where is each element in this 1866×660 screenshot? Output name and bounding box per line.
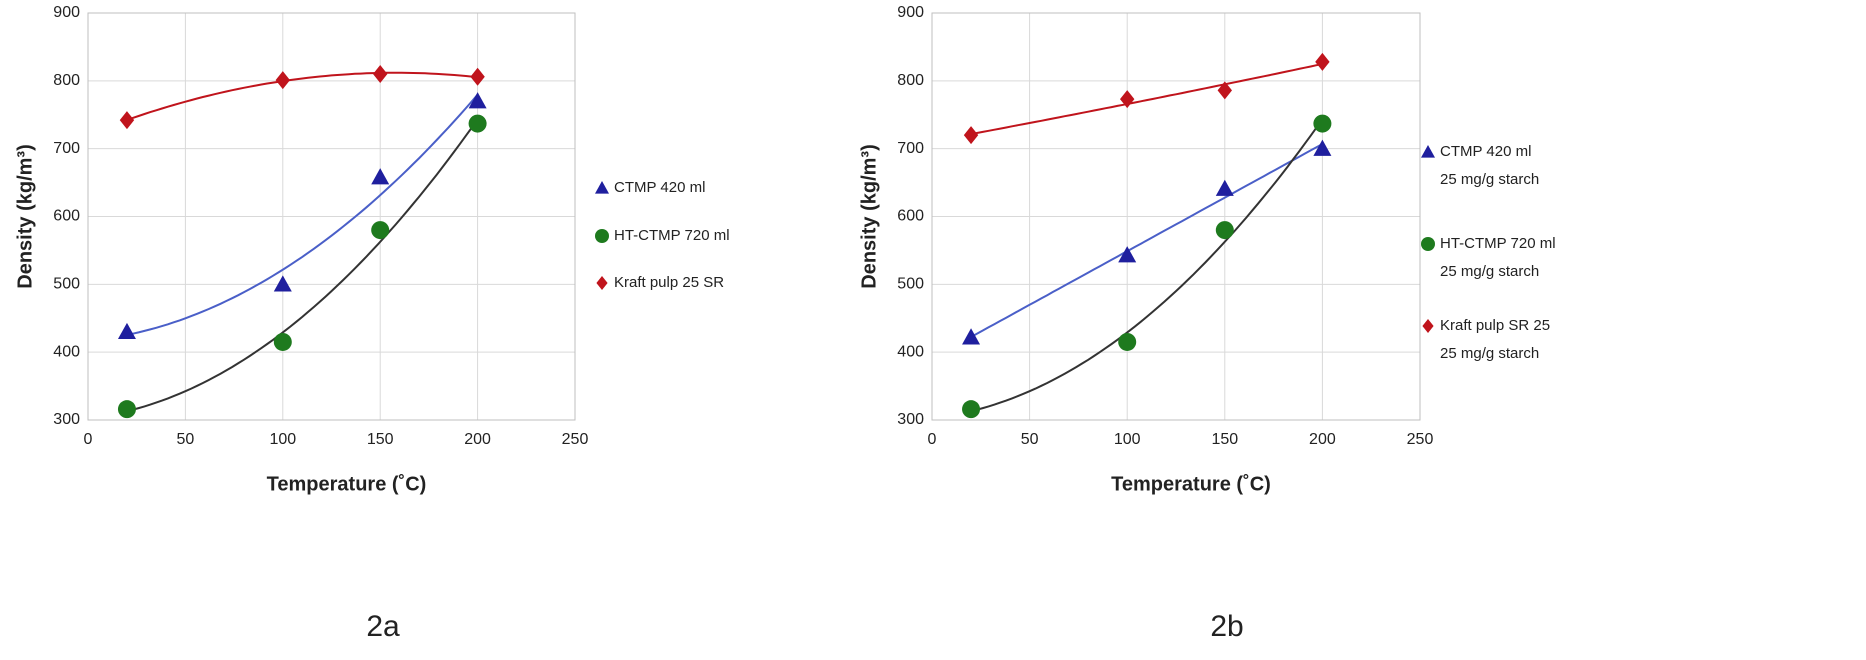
y-axis-label: Density (kg/m³) [858, 144, 880, 288]
marker [373, 65, 388, 84]
marker [468, 92, 487, 109]
legend-label: CTMP 420 ml 25 mg/g starch [1440, 143, 1540, 188]
y-tick-label: 500 [897, 276, 924, 293]
marker [595, 229, 609, 243]
trendline [126, 94, 479, 336]
legend-label: Kraft pulp 25 SR [614, 274, 725, 291]
marker [1315, 52, 1330, 71]
x-tick-label: 0 [928, 431, 937, 448]
marker [1421, 145, 1435, 158]
marker [1421, 237, 1435, 251]
marker [962, 328, 981, 345]
x-tick-label: 250 [562, 431, 589, 448]
marker [371, 221, 390, 240]
marker [273, 332, 292, 351]
marker [1217, 81, 1232, 100]
x-tick-label: 250 [1407, 431, 1434, 448]
x-tick-label: 0 [84, 431, 93, 448]
marker [962, 400, 981, 419]
y-tick-label: 700 [53, 140, 80, 157]
y-axis-label: Density (kg/m³) [14, 144, 36, 288]
y-tick-label: 800 [897, 72, 924, 89]
trendline [970, 118, 1324, 413]
marker [1215, 179, 1234, 196]
marker [275, 71, 290, 90]
y-tick-label: 300 [897, 411, 924, 428]
x-tick-label: 200 [1309, 431, 1336, 448]
legend-symbol [1421, 237, 1435, 251]
marker [117, 322, 136, 340]
y-tick-label: 900 [53, 4, 80, 21]
y-tick-label: 600 [897, 208, 924, 225]
x-tick-label: 50 [177, 431, 195, 448]
marker [1215, 221, 1234, 240]
x-tick-label: 100 [269, 431, 296, 448]
x-tick-label: 50 [1021, 431, 1039, 448]
x-tick-label: 150 [1211, 431, 1238, 448]
marker [596, 276, 608, 290]
y-tick-label: 700 [897, 140, 924, 157]
marker [119, 111, 135, 130]
legend-symbol [1421, 145, 1435, 158]
marker [1118, 332, 1137, 351]
caption: 2a [366, 610, 400, 643]
marker [371, 168, 390, 185]
x-tick-label: 100 [1114, 431, 1141, 448]
marker [470, 67, 485, 86]
y-tick-label: 400 [897, 343, 924, 360]
y-tick-label: 400 [53, 343, 80, 360]
legend-label: Kraft pulp SR 25 25 mg/g starch [1440, 317, 1551, 362]
plot-border [931, 12, 1421, 421]
legend-symbol [596, 276, 608, 290]
y-tick-label: 300 [53, 411, 80, 428]
marker [963, 126, 979, 145]
plot-border [87, 12, 576, 421]
legend-symbol [1422, 319, 1434, 333]
y-tick-label: 800 [53, 72, 80, 89]
y-tick-label: 600 [53, 208, 80, 225]
y-tick-label: 900 [897, 4, 924, 21]
x-axis-label: Temperature (˚C) [1111, 472, 1271, 495]
x-axis-label: Temperature (˚C) [267, 472, 427, 495]
legend-label: HT-CTMP 720 ml [614, 227, 730, 244]
marker [468, 114, 487, 133]
x-tick-label: 150 [367, 431, 394, 448]
marker [1120, 90, 1135, 109]
x-tick-label: 200 [464, 431, 491, 448]
marker [273, 275, 292, 292]
legend-label: HT-CTMP 720 ml 25 mg/g starch [1440, 235, 1556, 280]
trendline [970, 143, 1323, 338]
marker [1313, 139, 1332, 156]
marker [1313, 114, 1332, 133]
marker [1422, 319, 1434, 333]
trendline [126, 71, 478, 121]
trendline [126, 118, 479, 413]
marker [117, 400, 136, 419]
legend-symbol [595, 229, 609, 243]
trendline [970, 63, 1323, 136]
y-tick-label: 500 [53, 276, 80, 293]
legend-symbol [595, 181, 609, 194]
legend-label: CTMP 420 ml [614, 179, 706, 196]
marker [595, 181, 609, 194]
marker [1118, 246, 1137, 263]
caption: 2b [1210, 610, 1243, 643]
